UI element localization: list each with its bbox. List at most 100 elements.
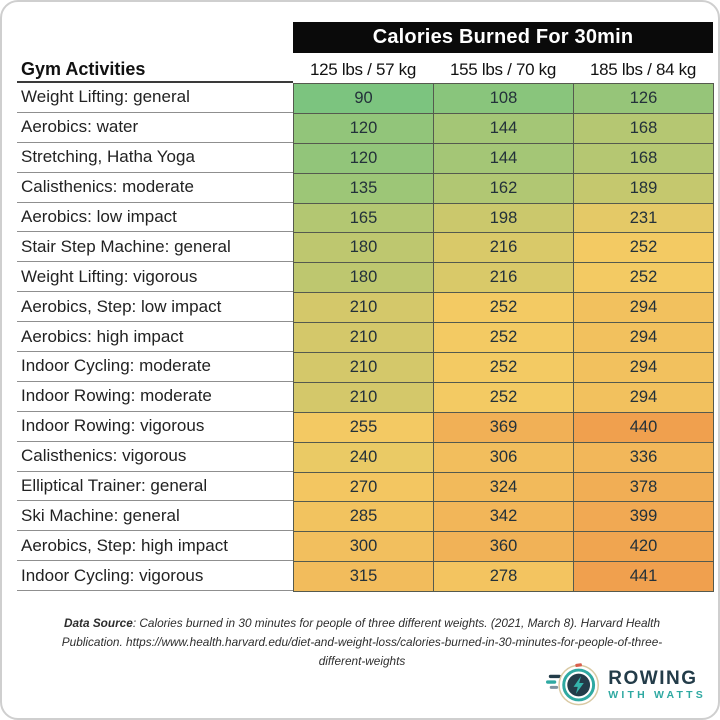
calorie-value-cell: 306 — [433, 441, 574, 473]
data-source-text: : Calories burned in 30 minutes for peop… — [61, 616, 663, 668]
calorie-value-cell: 378 — [573, 471, 714, 503]
gauge-tick — [575, 663, 583, 668]
speed-line-icon — [546, 680, 557, 684]
calorie-value-cell: 252 — [433, 381, 574, 413]
calorie-value-cell: 369 — [433, 411, 574, 443]
calorie-value-cell: 189 — [573, 172, 714, 204]
weight-column-header-1: 125 lbs / 57 kg — [309, 59, 417, 79]
calorie-value-cell: 165 — [293, 202, 434, 234]
calorie-value-cell: 252 — [573, 262, 714, 294]
calorie-value-cell: 285 — [293, 501, 434, 533]
activity-name-cell: Calisthenics: vigorous — [17, 441, 293, 472]
calorie-value-cell: 342 — [433, 501, 574, 533]
calorie-value-cell: 336 — [573, 441, 714, 473]
logo-line1: ROWING — [608, 668, 698, 690]
title-spacer — [17, 22, 293, 53]
activity-name-cell: Aerobics: high impact — [17, 322, 293, 353]
power-meter-icon — [546, 663, 600, 706]
calorie-value-cell: 135 — [293, 172, 434, 204]
calorie-value-cell: 360 — [433, 531, 574, 563]
activity-name-cell: Calisthenics: moderate — [17, 172, 293, 203]
table-row: Weight Lifting: vigorous 180 216 252 — [17, 262, 714, 294]
calorie-value-cell: 294 — [573, 292, 714, 324]
table-row: Aerobics, Step: low impact 210 252 294 — [17, 292, 714, 324]
teal-ring — [562, 668, 596, 702]
activity-name-cell: Weight Lifting: general — [17, 83, 293, 113]
activity-name-cell: Aerobics, Step: high impact — [17, 531, 293, 562]
calorie-value-cell: 294 — [573, 352, 714, 383]
calorie-value-cell: 126 — [573, 83, 714, 114]
logo-line2: WITH WATTS — [608, 689, 706, 702]
activity-name-cell: Ski Machine: general — [17, 501, 293, 532]
calorie-value-cell: 399 — [573, 501, 714, 533]
calorie-value-cell: 168 — [573, 112, 714, 144]
table-row: Indoor Cycling: vigorous 315 278 441 — [17, 561, 714, 593]
table-title: Calories Burned For 30min — [293, 22, 713, 53]
activity-name-cell: Weight Lifting: vigorous — [17, 262, 293, 293]
calorie-value-cell: 144 — [433, 112, 574, 144]
calorie-value-cell: 162 — [433, 172, 574, 204]
logo-wordmark: ROWING WITH WATTS — [608, 669, 706, 701]
calorie-value-cell: 216 — [433, 232, 574, 264]
calorie-value-cell: 324 — [433, 471, 574, 503]
data-source-citation: Data Source: Calories burned in 30 minut… — [42, 614, 682, 671]
calorie-value-cell: 180 — [293, 232, 434, 264]
calorie-value-cell: 300 — [293, 531, 434, 563]
table-row: Elliptical Trainer: general 270 324 378 — [17, 471, 714, 503]
lightning-bolt-icon — [573, 676, 585, 694]
table-row: Calisthenics: moderate 135 162 189 — [17, 172, 714, 204]
activity-name-cell: Aerobics, Step: low impact — [17, 292, 293, 323]
calorie-value-cell: 108 — [433, 83, 574, 114]
calorie-value-cell: 294 — [573, 381, 714, 413]
table-row: Aerobics: water 120 144 168 — [17, 112, 714, 144]
calorie-value-cell: 168 — [573, 142, 714, 174]
calorie-value-cell: 90 — [293, 83, 434, 114]
table-row: Calisthenics: vigorous 240 306 336 — [17, 441, 714, 473]
activity-name-cell: Indoor Cycling: moderate — [17, 352, 293, 382]
activity-column-header: Gym Activities — [17, 53, 293, 83]
table-row: Aerobics: high impact 210 252 294 — [17, 322, 714, 354]
calorie-value-cell: 440 — [573, 411, 714, 443]
speed-line-icon — [550, 685, 559, 689]
table-row: Aerobics, Step: high impact 300 360 420 — [17, 531, 714, 563]
calorie-value-cell: 180 — [293, 262, 434, 294]
activity-name-cell: Aerobics: water — [17, 112, 293, 143]
table-row: Aerobics: low impact 165 198 231 — [17, 202, 714, 234]
calorie-value-cell: 120 — [293, 112, 434, 144]
speed-line-icon — [549, 674, 562, 679]
activity-name-cell: Aerobics: low impact — [17, 202, 293, 233]
table-title-row: Calories Burned For 30min — [17, 22, 713, 53]
calorie-value-cell: 294 — [573, 322, 714, 354]
table-row: Indoor Rowing: vigorous 255 369 440 — [17, 411, 714, 443]
calorie-value-cell: 278 — [433, 561, 574, 593]
calorie-value-cell: 198 — [433, 202, 574, 234]
calorie-value-cell: 252 — [433, 352, 574, 383]
table-row: Ski Machine: general 285 342 399 — [17, 501, 714, 533]
activity-name-cell: Indoor Rowing: vigorous — [17, 411, 293, 442]
calorie-value-cell: 216 — [433, 262, 574, 294]
calorie-value-cell: 420 — [573, 531, 714, 563]
calorie-value-cell: 144 — [433, 142, 574, 174]
activity-table-body: Weight Lifting: general 90 108 126 Aerobics:… — [17, 83, 714, 593]
table-row: Stair Step Machine: general 180 216 252 — [17, 232, 714, 264]
activity-name-cell: Indoor Cycling: vigorous — [17, 561, 293, 592]
calorie-value-cell: 441 — [573, 561, 714, 593]
activity-name-cell: Stair Step Machine: general — [17, 232, 293, 263]
calorie-table: Calories Burned For 30min Gym Activities… — [17, 22, 714, 593]
calorie-value-cell: 252 — [573, 232, 714, 264]
calorie-value-cell: 315 — [293, 561, 434, 593]
calorie-value-cell: 231 — [573, 202, 714, 234]
column-header-row: Gym Activities 125 lbs / 57 kg 155 lbs /… — [17, 53, 713, 83]
calorie-value-cell: 270 — [293, 471, 434, 503]
calorie-value-cell: 210 — [293, 352, 434, 383]
calorie-value-cell: 240 — [293, 441, 434, 473]
activity-name-cell: Indoor Rowing: moderate — [17, 381, 293, 412]
activity-name-cell: Stretching, Hatha Yoga — [17, 142, 293, 173]
weight-column-header-2: 155 lbs / 70 kg — [449, 59, 557, 79]
rowing-with-watts-logo: ROWING WITH WATTS — [546, 660, 706, 710]
table-row: Indoor Cycling: moderate 210 252 294 — [17, 352, 714, 383]
calorie-value-cell: 252 — [433, 292, 574, 324]
calorie-value-cell: 210 — [293, 292, 434, 324]
weight-column-header-3: 185 lbs / 84 kg — [589, 59, 697, 79]
